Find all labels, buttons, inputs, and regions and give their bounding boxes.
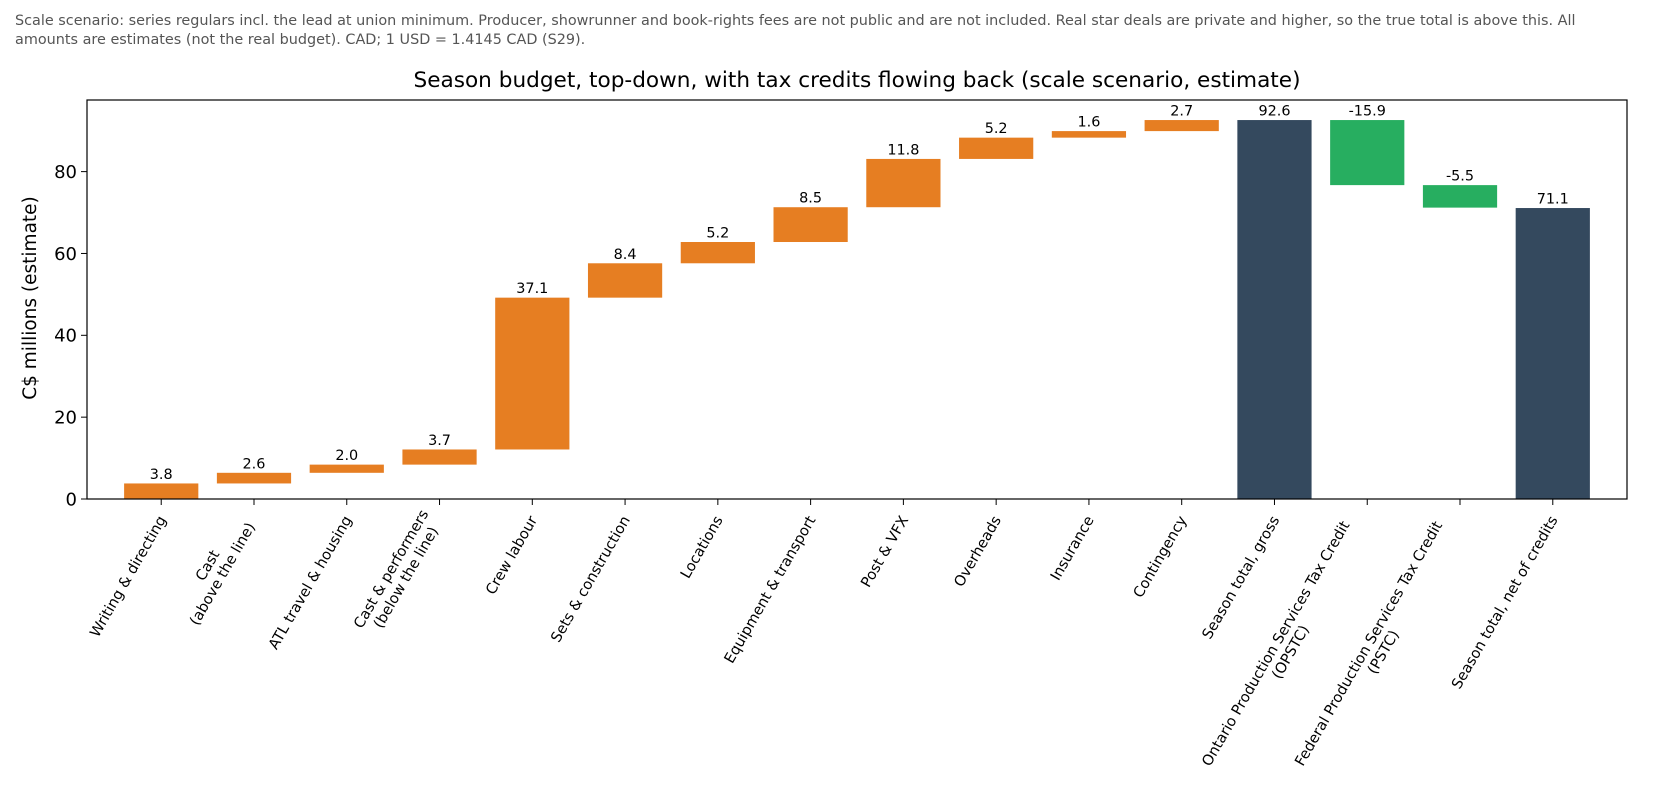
y-tick-label: 40	[54, 326, 77, 347]
bar-cost	[495, 297, 570, 450]
data-label: 11.8	[887, 142, 919, 158]
data-label: 3.7	[428, 433, 451, 449]
x-tick-label-line: ATL travel & housing	[265, 513, 355, 652]
data-label: 2.6	[243, 456, 266, 472]
x-tick-label: Overheads	[951, 513, 1005, 590]
data-label: 5.2	[985, 121, 1008, 137]
x-tick-label-line: Ontario Production Services Tax Credit	[1199, 518, 1354, 769]
bar-total	[1515, 208, 1590, 499]
bar-credit	[1330, 120, 1405, 186]
x-tick-label-line: Federal Production Services Tax Credit	[1292, 518, 1447, 769]
data-label: 2.7	[1170, 104, 1193, 120]
data-label: 2.0	[335, 448, 358, 464]
x-tick-label-line: Writing & directing	[87, 513, 170, 640]
data-label: 1.6	[1077, 115, 1100, 131]
x-tick-label: Cast(above the line)	[172, 511, 259, 628]
x-tick-label: Sets & construction	[548, 513, 634, 645]
bar-cost	[866, 158, 941, 208]
data-label: -5.5	[1446, 169, 1474, 185]
bar-total	[1237, 120, 1312, 499]
y-tick-label: 0	[66, 489, 77, 510]
scenario-note-line-1: Scale scenario: series regulars incl. th…	[15, 13, 1575, 29]
scenario-note-line-2: amounts are estimates (not the real budg…	[15, 32, 585, 48]
plot-frame	[86, 99, 1628, 500]
x-tick-label-line: Crew labour	[482, 513, 541, 598]
data-label: 8.5	[799, 191, 822, 207]
data-label: 8.4	[614, 247, 637, 263]
data-label: 71.1	[1537, 192, 1569, 208]
x-tick-label: Season total, gross	[1199, 513, 1283, 642]
x-tick-label: Ontario Production Services Tax Credit(O…	[1199, 518, 1369, 778]
bar-cost	[1051, 131, 1127, 138]
data-label: 3.8	[150, 467, 173, 483]
x-tick-label: Locations	[677, 513, 726, 582]
x-tick-label: Contingency	[1130, 513, 1191, 601]
x-tick-label: Season total, net of credits	[1448, 513, 1561, 692]
data-label: 37.1	[516, 281, 548, 297]
x-tick-label-line: Equipment & transport	[721, 513, 820, 667]
bar-cost	[124, 483, 199, 499]
x-tick-label: Cast & performers(below the line)	[351, 507, 447, 640]
bar-credit	[1422, 185, 1498, 208]
bar-cost	[309, 464, 384, 473]
x-tick-label: Writing & directing	[87, 513, 170, 640]
data-label: -15.9	[1349, 104, 1386, 120]
y-axis-label: C$ millions (estimate)	[20, 196, 41, 400]
x-tick-label-line: Locations	[677, 513, 726, 582]
x-tick-label: Equipment & transport	[721, 513, 820, 667]
bar-cost	[680, 242, 755, 264]
x-tick-label: Insurance	[1047, 513, 1098, 584]
x-tick-label: Post & VFX	[858, 513, 913, 590]
x-tick-label-line: Contingency	[1130, 513, 1191, 601]
x-tick-label-line: Insurance	[1047, 513, 1098, 584]
x-tick-label: Crew labour	[482, 513, 541, 598]
y-tick-label: 20	[54, 407, 77, 428]
x-tick-label-line: Season total, net of credits	[1448, 513, 1561, 692]
data-label: 92.6	[1258, 104, 1290, 120]
x-tick-label-line: Post & VFX	[858, 513, 913, 590]
bar-cost	[959, 137, 1034, 159]
bar-cost	[1144, 120, 1219, 132]
bar-cost	[216, 472, 292, 484]
data-label: 5.2	[706, 226, 729, 242]
bar-cost	[402, 449, 477, 465]
bar-cost	[773, 207, 848, 243]
chart-title: Season budget, top-down, with tax credit…	[414, 68, 1301, 93]
bar-cost	[587, 263, 663, 298]
x-tick-label-line: Season total, gross	[1199, 513, 1283, 642]
y-tick-label: 80	[54, 162, 77, 183]
x-tick-label-line: Sets & construction	[548, 513, 634, 645]
plot-area: 0 20 40 60 80 3.8 Writing & directing 2.6 Cast(a…	[54, 99, 1628, 778]
x-tick-label: ATL travel & housing	[265, 513, 355, 652]
x-tick-label-line: Overheads	[951, 513, 1005, 590]
y-tick-label: 60	[54, 244, 77, 265]
